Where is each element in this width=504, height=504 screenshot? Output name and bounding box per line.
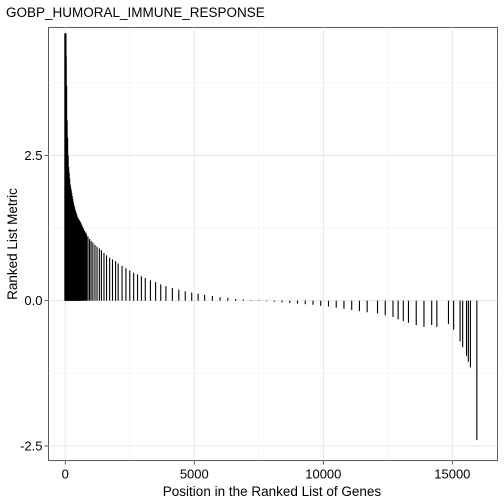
bar: [129, 270, 131, 301]
bar: [242, 299, 244, 301]
bar: [312, 300, 314, 305]
plot-panel: [48, 27, 498, 461]
bar: [96, 246, 98, 301]
bar: [144, 278, 146, 301]
bar: [423, 300, 425, 327]
y-tick-label: -2.5: [20, 438, 42, 453]
bar: [407, 300, 410, 323]
bar: [465, 300, 468, 356]
bar: [459, 300, 461, 342]
bar: [103, 253, 105, 301]
bar: [133, 272, 135, 301]
y-axis-label: Ranked List Metric: [5, 188, 20, 300]
bar: [384, 300, 386, 316]
bar: [184, 291, 186, 301]
x-axis-ticks: 0 5000 10000 15000: [62, 460, 470, 482]
bar: [111, 259, 114, 301]
bar: [462, 300, 464, 348]
bar: [155, 282, 157, 301]
bar: [235, 298, 237, 301]
bar: [358, 300, 360, 312]
bar: [351, 300, 353, 310]
bar: [84, 232, 87, 301]
bar: [121, 265, 123, 301]
bar: [109, 257, 111, 301]
x-tick-label: 10000: [305, 467, 341, 482]
bar: [125, 268, 127, 301]
x-tick-label: 5000: [180, 467, 209, 482]
grid-lines: [48, 27, 498, 461]
chart-title: GOBP_HUMORAL_IMMUNE_RESPONSE: [6, 5, 265, 20]
bar: [100, 250, 102, 301]
bar: [447, 300, 450, 324]
bar: [402, 300, 404, 322]
bar: [281, 300, 283, 303]
bar: [469, 300, 471, 368]
bar: [250, 300, 252, 301]
bar: [431, 300, 433, 326]
bar: [140, 276, 142, 301]
bar: [204, 294, 206, 301]
bar: [86, 234, 88, 301]
y-axis-ticks: -2.5 0.0 2.5: [20, 148, 49, 453]
y-tick-label: 2.5: [24, 148, 42, 163]
bar: [92, 242, 94, 301]
bar: [320, 300, 322, 306]
bar: [117, 263, 119, 301]
bar: [366, 300, 368, 313]
y-tick-label: 0.0: [24, 293, 42, 308]
bar: [87, 236, 89, 301]
bar: [453, 300, 455, 330]
bars: [64, 33, 478, 441]
bar: [289, 300, 291, 303]
bar: [165, 286, 167, 301]
bar: [191, 292, 193, 301]
x-tick-label: 0: [62, 467, 69, 482]
bar: [392, 300, 394, 317]
bar: [136, 274, 139, 301]
bar: [397, 300, 399, 320]
bar: [266, 300, 268, 302]
bar: [335, 300, 337, 308]
x-axis-label: Position in the Ranked List of Genes: [163, 484, 382, 499]
bar: [343, 300, 345, 309]
bar: [304, 300, 306, 305]
bar: [171, 287, 173, 301]
bar: [258, 300, 260, 301]
bar: [376, 300, 379, 314]
bar: [467, 300, 469, 362]
bar: [98, 248, 100, 301]
bar: [296, 300, 299, 304]
bar: [83, 230, 86, 301]
bar: [149, 280, 151, 301]
bar: [90, 240, 92, 301]
bar: [436, 300, 438, 327]
bar: [211, 296, 213, 301]
bar: [273, 300, 275, 302]
bar: [106, 255, 108, 301]
x-tick-label: 15000: [434, 467, 470, 482]
bar: [227, 297, 229, 301]
bar: [178, 289, 180, 301]
bar: [219, 297, 221, 301]
bar: [160, 284, 162, 301]
bar: [94, 244, 96, 301]
bar: [197, 293, 199, 301]
bar: [115, 261, 117, 301]
bar: [415, 300, 417, 326]
bar: [88, 239, 91, 301]
bar: [476, 300, 478, 441]
bar: [327, 300, 330, 307]
